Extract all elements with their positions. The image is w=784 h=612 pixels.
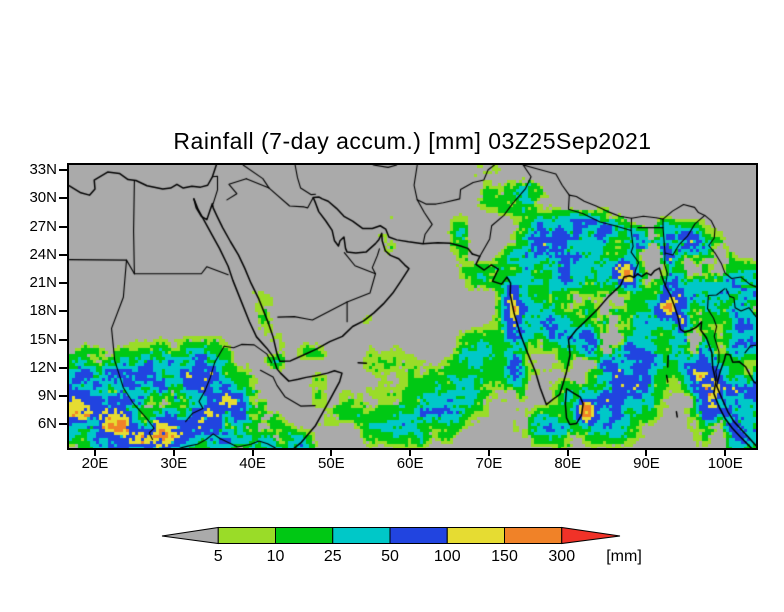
legend-colorbar <box>161 526 621 545</box>
lon-tick-label: 40E <box>239 455 266 472</box>
legend-segment <box>161 526 219 545</box>
legend-segment <box>504 527 563 544</box>
lat-tick-label: 33N <box>29 161 57 179</box>
lat-tick-mark <box>59 395 67 398</box>
lon-tick-label: 70E <box>475 455 503 472</box>
lat-tick-mark <box>59 253 67 256</box>
lon-tick-mark <box>409 450 412 456</box>
legend-unit-label: [mm] <box>606 548 642 565</box>
chart-title: Rainfall (7-day accum.) [mm] 03Z25Sep202… <box>173 128 652 154</box>
lat-tick-label: 27N <box>29 217 57 235</box>
lat-tick-label: 6N <box>37 415 57 433</box>
lat-tick-mark <box>59 169 67 172</box>
legend-segment <box>389 527 448 544</box>
lon-tick-label: 50E <box>317 455 345 472</box>
lat-tick-mark <box>59 197 67 200</box>
lat-tick-label: 24N <box>29 245 57 263</box>
lon-tick-mark <box>724 450 727 456</box>
legend-tick-label: 25 <box>323 548 342 565</box>
lat-tick-label: 21N <box>29 274 57 292</box>
lat-tick-mark <box>59 423 67 426</box>
legend-segment <box>217 527 276 544</box>
lon-tick-label: 30E <box>160 455 188 472</box>
lat-tick-mark <box>59 225 67 228</box>
lat-tick-mark <box>59 366 67 369</box>
lat-tick-label: 9N <box>37 387 57 405</box>
legend-segment <box>561 526 621 545</box>
lon-tick-mark <box>251 450 254 456</box>
lon-tick-label: 60E <box>396 455 424 472</box>
map-canvas <box>69 165 756 448</box>
lat-tick-label: 18N <box>29 302 57 320</box>
lon-tick-label: 20E <box>81 455 109 472</box>
legend-tick-label: 300 <box>548 548 576 565</box>
lon-tick-mark <box>93 450 96 456</box>
lon-tick-label: 90E <box>633 455 660 472</box>
lat-tick-label: 12N <box>29 358 57 376</box>
legend-tick-label: 5 <box>213 548 223 565</box>
lon-tick-mark <box>330 450 333 456</box>
lat-tick-mark <box>59 310 67 313</box>
lon-tick-label: 80E <box>554 455 582 472</box>
legend-segment <box>332 527 391 544</box>
lon-tick-mark <box>487 450 490 456</box>
lon-tick-mark <box>566 450 569 456</box>
legend-segment <box>275 527 334 544</box>
lon-tick-label: 100E <box>707 455 743 472</box>
color-legend: [mm] 5 10 25 50 100 150 300 <box>161 526 701 574</box>
lon-tick-mark <box>645 450 648 456</box>
lat-tick-mark <box>59 338 67 341</box>
lon-tick-mark <box>172 450 175 456</box>
lat-tick-mark <box>59 282 67 285</box>
map-frame <box>67 163 758 450</box>
legend-tick-label: 150 <box>491 548 518 565</box>
legend-tick-label: 50 <box>381 548 399 565</box>
legend-tick-label: 100 <box>433 548 461 565</box>
legend-tick-label: 10 <box>266 548 285 565</box>
lat-tick-label: 15N <box>29 330 57 348</box>
legend-segment <box>446 527 505 544</box>
lat-tick-label: 30N <box>29 189 57 207</box>
